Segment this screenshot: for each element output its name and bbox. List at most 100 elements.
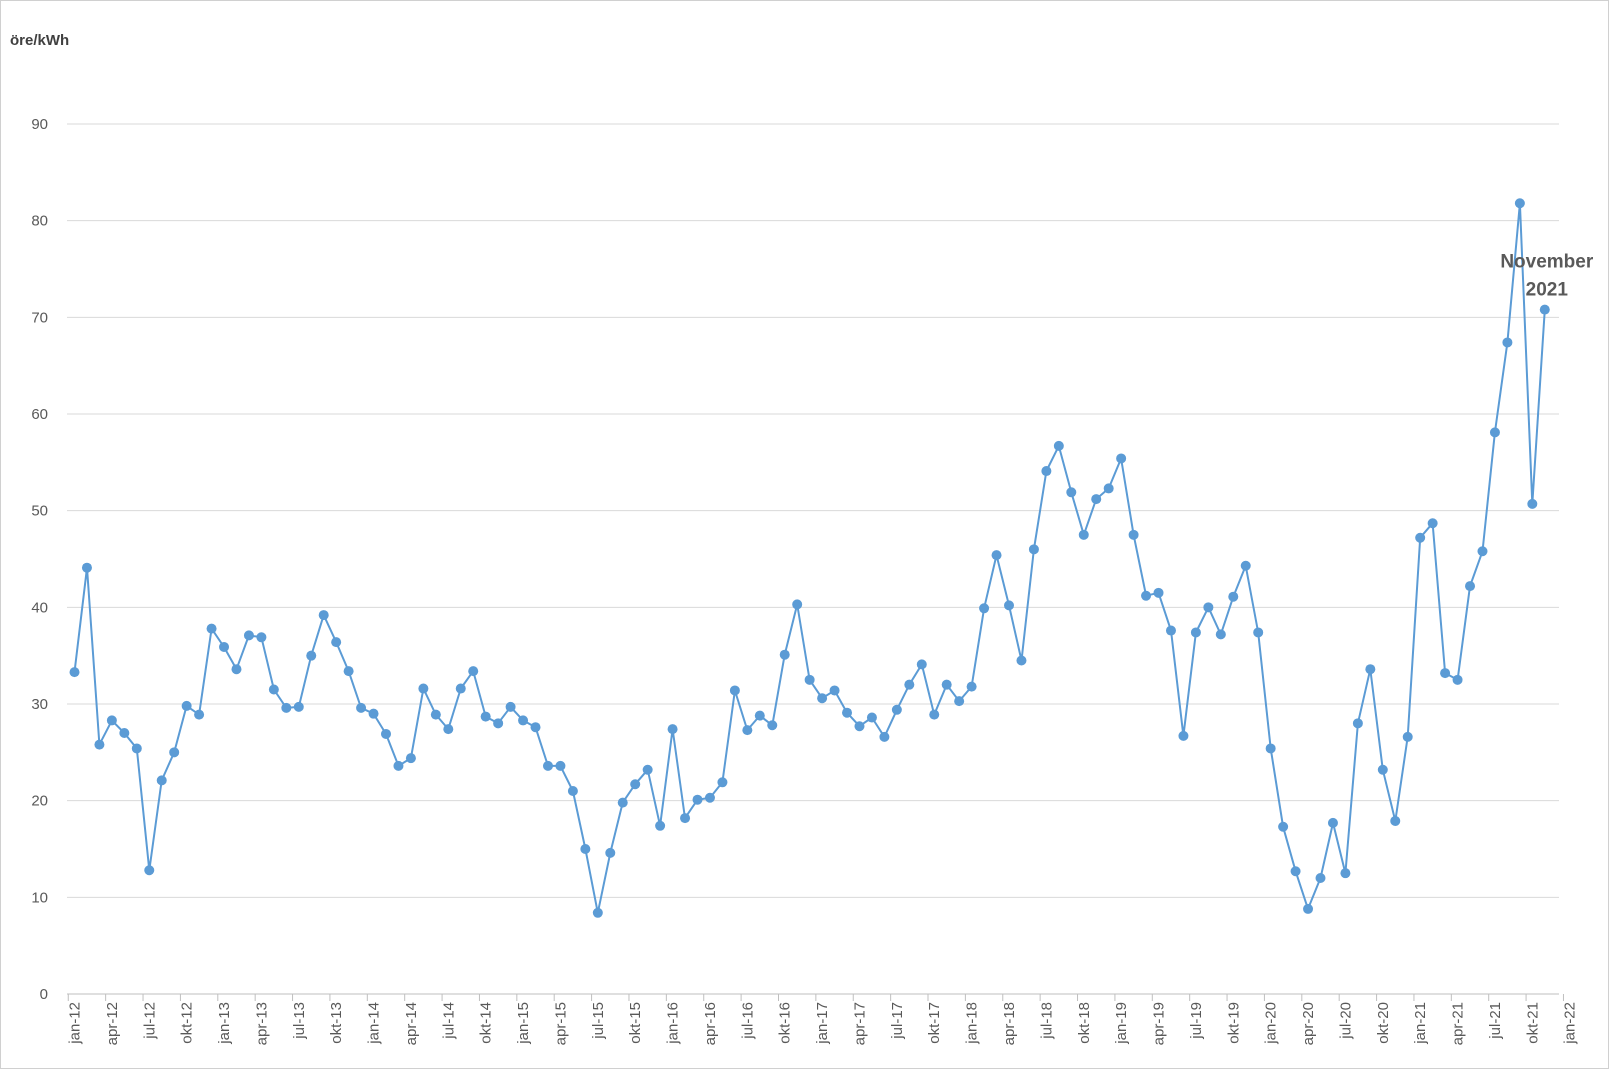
x-tick-label: apr-16: [702, 1002, 719, 1045]
data-point: [1440, 668, 1451, 679]
data-point: [692, 794, 703, 805]
data-point: [605, 847, 616, 858]
data-point: [767, 720, 778, 731]
data-point: [779, 649, 790, 660]
data-point: [1340, 868, 1351, 879]
annotation-label: November: [1500, 252, 1594, 273]
x-tick-label: apr-19: [1151, 1002, 1168, 1045]
x-tick-label: jan-12: [67, 1002, 84, 1045]
y-tick-label: 0: [40, 986, 48, 1003]
data-point: [1091, 494, 1102, 505]
data-point: [368, 708, 379, 719]
data-point: [1215, 629, 1226, 640]
data-point: [356, 702, 367, 713]
data-point: [1527, 498, 1538, 509]
data-point: [1178, 730, 1189, 741]
x-tick-label: jul-13: [291, 1002, 308, 1040]
data-point: [642, 764, 653, 775]
y-tick-label: 90: [31, 116, 48, 133]
data-point: [1028, 544, 1039, 555]
data-point: [1352, 718, 1363, 729]
data-point: [1265, 743, 1276, 754]
data-point: [804, 674, 815, 685]
data-point: [817, 693, 828, 704]
data-point: [630, 779, 641, 790]
data-point: [1078, 529, 1089, 540]
data-point: [493, 718, 504, 729]
data-point: [891, 704, 902, 715]
data-point: [567, 786, 578, 796]
data-point: [256, 632, 267, 643]
data-point: [505, 701, 516, 712]
y-axis-label: öre/kWh: [10, 32, 70, 49]
data-point: [405, 753, 416, 764]
x-tick-label: apr-14: [403, 1002, 420, 1045]
data-point: [580, 844, 591, 854]
data-point: [318, 610, 329, 621]
data-point: [106, 715, 117, 726]
x-tick-label: okt-12: [179, 1002, 196, 1044]
data-point: [1203, 602, 1214, 613]
data-point: [231, 664, 242, 675]
data-point: [1278, 821, 1289, 832]
data-point: [1141, 590, 1152, 601]
data-point: [966, 681, 977, 692]
data-point: [1165, 625, 1176, 636]
data-point: [754, 710, 765, 721]
data-point: [1253, 627, 1264, 638]
data-point: [991, 550, 1002, 561]
data-point: [879, 731, 890, 742]
y-tick-label: 50: [31, 503, 48, 520]
data-point: [1365, 664, 1376, 675]
data-point: [555, 760, 566, 771]
data-point: [1053, 440, 1064, 451]
data-point: [954, 696, 965, 707]
x-tick-label: jan-22: [1562, 1002, 1579, 1045]
data-point: [1041, 466, 1052, 477]
data-point: [717, 777, 728, 788]
data-point: [1116, 453, 1127, 464]
data-point: [144, 865, 155, 876]
data-point: [343, 666, 354, 677]
data-point: [243, 630, 254, 641]
x-tick-label: jan-17: [814, 1002, 831, 1045]
x-tick-label: jan-14: [366, 1002, 383, 1045]
data-point: [1390, 815, 1401, 826]
x-tick-label: okt-21: [1524, 1002, 1541, 1044]
x-tick-label: okt-17: [926, 1002, 943, 1044]
x-tick-label: jul-21: [1487, 1002, 1504, 1040]
x-tick-label: jul-17: [889, 1002, 906, 1040]
data-point: [1427, 518, 1438, 529]
data-point: [742, 725, 753, 736]
data-point: [1539, 304, 1550, 315]
data-point: [1327, 817, 1338, 828]
data-point: [480, 711, 491, 722]
data-point: [518, 715, 529, 726]
x-tick-label: okt-16: [777, 1002, 794, 1044]
data-point: [268, 684, 279, 695]
data-point: [941, 679, 952, 690]
x-tick-label: jan-16: [665, 1002, 682, 1045]
x-tick-label: okt-14: [478, 1002, 495, 1044]
data-point: [667, 724, 678, 735]
y-tick-label: 70: [31, 309, 48, 326]
data-point: [468, 666, 479, 677]
data-point: [119, 728, 130, 738]
x-tick-label: jul-19: [1188, 1002, 1205, 1040]
data-point: [1128, 529, 1139, 540]
data-point: [1315, 873, 1326, 883]
data-point: [729, 685, 740, 696]
x-tick-label: okt-18: [1076, 1002, 1093, 1044]
data-point: [331, 637, 342, 648]
x-tick-label: jul-12: [141, 1002, 158, 1040]
y-tick-label: 80: [31, 213, 48, 230]
data-point: [1489, 427, 1500, 438]
data-point: [904, 679, 915, 690]
data-point: [1290, 866, 1301, 877]
data-point: [655, 820, 666, 831]
data-point: [393, 760, 404, 771]
x-tick-label: jul-16: [739, 1002, 756, 1040]
data-point: [866, 712, 877, 723]
